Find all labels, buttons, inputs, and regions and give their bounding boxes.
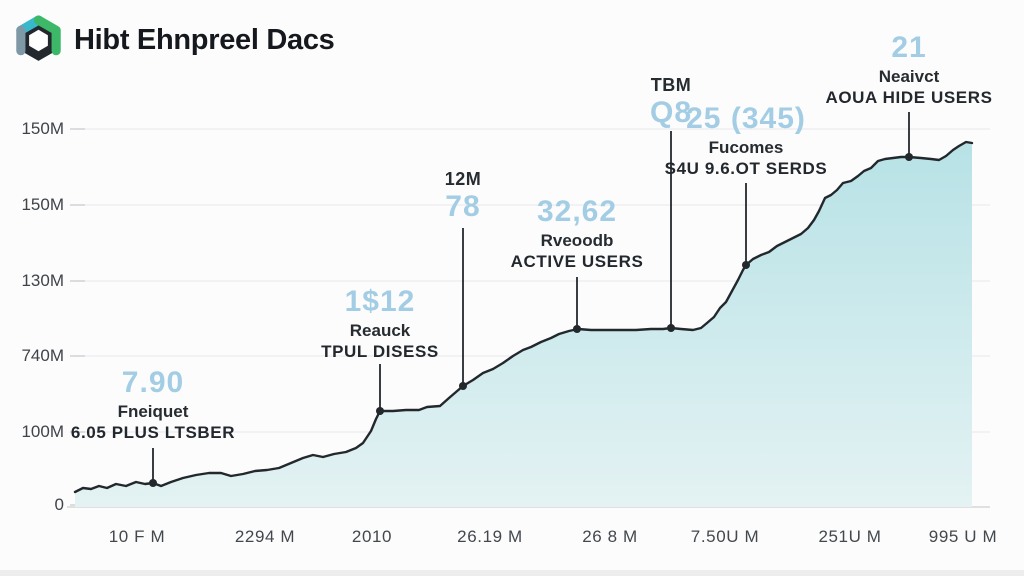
hexagon-logo-icon — [16, 15, 61, 61]
annotation-label: Neaivct — [878, 67, 940, 86]
annotation-dot — [459, 382, 467, 390]
x-tick-label: 7.50U M — [690, 527, 760, 546]
x-tick-label: 26 8 M — [582, 527, 638, 546]
bottom-edge-strip — [0, 570, 1024, 576]
x-tick-label: 26.19 M — [457, 527, 523, 546]
y-tick-label: 740M — [21, 346, 64, 365]
annotation-callout: 25 (345) Fucomes S4U 9.6.OT SERDS — [665, 102, 828, 179]
annotation-sublabel: 6.05 PLUS LTSBER — [70, 423, 236, 442]
x-tick-label: 251U M — [818, 527, 882, 546]
header: Hibt Ehnpreel Dacs — [14, 15, 335, 66]
y-tick-label: 150M — [21, 119, 64, 138]
x-tick-label: 2010 — [351, 527, 393, 546]
annotation-callout: 12M 78 — [445, 168, 482, 224]
x-tick-label: 2294 M — [234, 527, 296, 546]
y-tick-label: 130M — [21, 271, 64, 290]
annotation-label-above: TBM — [650, 75, 692, 95]
annotation-value: 78 — [445, 190, 481, 223]
annotation-label: Fneiquet — [117, 402, 189, 421]
annotation-callout: 21 Neaivct AOUA HIDE USERS — [825, 31, 992, 108]
annotation-value: 25 (345) — [686, 102, 806, 135]
annotation-value: 21 — [891, 31, 927, 64]
annotation-label-above: 12M — [444, 169, 482, 189]
annotation-callout: TBM Q8 — [650, 74, 692, 130]
y-tick-label: 0 — [54, 495, 64, 514]
annotation-value: 7.90 — [121, 366, 185, 399]
y-tick-label: 100M — [21, 422, 64, 441]
annotation-value: Q8 — [649, 96, 693, 129]
annotation-value: 32,62 — [536, 195, 618, 228]
grid-layer — [67, 128, 990, 508]
y-tick-label: 150M — [21, 195, 64, 214]
annotation-label: Reauck — [349, 321, 411, 340]
annotation-sublabel: AOUA HIDE USERS — [825, 88, 993, 107]
annotation-dot — [573, 325, 581, 333]
page-title: Hibt Ehnpreel Dacs — [74, 24, 335, 56]
annotation-sublabel: S4U 9.6.OT SERDS — [664, 159, 828, 178]
annotation-dot — [742, 261, 750, 269]
x-tick-label: 995 U M — [928, 527, 998, 546]
annotation-dot — [376, 407, 384, 415]
annotation-label: Fucomes — [708, 138, 784, 157]
x-tick-label: 10 F M — [108, 527, 166, 546]
annotation-dot — [667, 324, 675, 332]
annotation-dot — [905, 153, 913, 161]
annotation-callout: 32,62 Rveoodb ACTIVE USERS — [511, 195, 644, 272]
annotation-callout: 7.90 Fneiquet 6.05 PLUS LTSBER — [71, 366, 235, 443]
annotation-callout: 1$12 Reauck TPUL DISESS — [321, 285, 439, 362]
annotation-sublabel: TPUL DISESS — [321, 342, 439, 361]
annotation-label: Rveoodb — [540, 231, 614, 250]
annotation-dot — [149, 479, 157, 487]
annotation-value: 1$12 — [344, 285, 416, 318]
annotation-sublabel: ACTIVE USERS — [510, 252, 644, 271]
